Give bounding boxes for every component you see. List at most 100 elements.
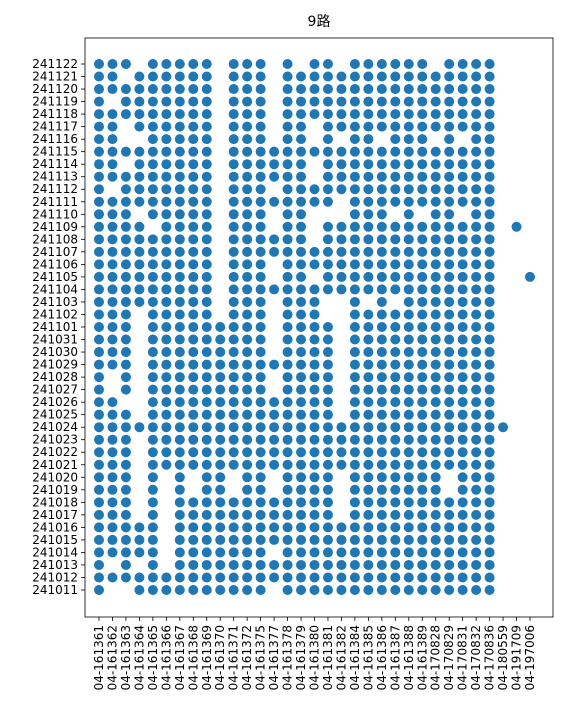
y-tick-label: 241025 (32, 408, 78, 422)
point (336, 71, 347, 82)
point (430, 96, 441, 107)
point (444, 284, 455, 295)
point (444, 497, 455, 508)
point (484, 159, 495, 170)
point (403, 359, 414, 370)
point (457, 585, 468, 595)
point (457, 171, 468, 182)
y-tick-label: 241112 (32, 182, 78, 196)
point (201, 572, 212, 583)
y-tick-label: 241111 (32, 195, 78, 209)
point (147, 134, 158, 145)
point (322, 221, 333, 232)
point (457, 559, 468, 570)
point (336, 109, 347, 120)
point (403, 59, 414, 69)
point (296, 547, 307, 558)
point (107, 309, 118, 320)
point (349, 71, 360, 82)
point (147, 459, 158, 470)
point (444, 246, 455, 257)
point (269, 234, 280, 245)
point (242, 334, 253, 345)
point (242, 134, 253, 145)
point (457, 296, 468, 307)
point (376, 59, 387, 69)
point (282, 497, 293, 508)
point (390, 309, 401, 320)
point (282, 146, 293, 157)
point (107, 159, 118, 170)
point (444, 572, 455, 583)
point (484, 309, 495, 320)
point (430, 271, 441, 282)
point (228, 534, 239, 545)
point (363, 59, 374, 69)
point (457, 372, 468, 383)
point (134, 422, 145, 433)
point (282, 434, 293, 445)
point (255, 472, 266, 483)
point (349, 397, 360, 408)
point (390, 59, 401, 69)
point (390, 422, 401, 433)
point (471, 234, 482, 245)
point (322, 447, 333, 458)
point (201, 184, 212, 195)
point (417, 84, 428, 95)
point (484, 434, 495, 445)
point (282, 246, 293, 257)
point (349, 209, 360, 220)
point (120, 372, 131, 383)
point (457, 109, 468, 120)
point (255, 585, 266, 595)
point (336, 84, 347, 95)
point (349, 234, 360, 245)
point (349, 84, 360, 95)
point (174, 296, 185, 307)
point (417, 134, 428, 145)
point (403, 296, 414, 307)
point (322, 246, 333, 257)
point (94, 559, 104, 570)
point (228, 409, 239, 420)
point (269, 497, 280, 508)
point (107, 84, 118, 95)
point (484, 121, 495, 132)
point (161, 259, 172, 270)
point (336, 121, 347, 132)
point (349, 472, 360, 483)
point (107, 271, 118, 282)
point (134, 284, 145, 295)
point (242, 146, 253, 157)
point (215, 534, 226, 545)
point (161, 71, 172, 82)
point (457, 121, 468, 132)
point (255, 209, 266, 220)
point (282, 384, 293, 395)
point (255, 347, 266, 358)
point (336, 547, 347, 558)
point (107, 146, 118, 157)
point (201, 322, 212, 332)
point (417, 59, 428, 69)
point (322, 259, 333, 270)
point (457, 534, 468, 545)
point (174, 259, 185, 270)
point (430, 585, 441, 595)
x-tick-label: 04-161379 (294, 625, 308, 690)
point (242, 434, 253, 445)
point (255, 322, 266, 332)
point (390, 397, 401, 408)
point (444, 522, 455, 533)
point (94, 497, 104, 508)
point (94, 109, 104, 120)
point (174, 472, 185, 483)
point (174, 146, 185, 157)
point (94, 585, 104, 595)
point (309, 522, 320, 533)
point (134, 71, 145, 82)
point (471, 59, 482, 69)
point (107, 121, 118, 132)
point (147, 71, 158, 82)
